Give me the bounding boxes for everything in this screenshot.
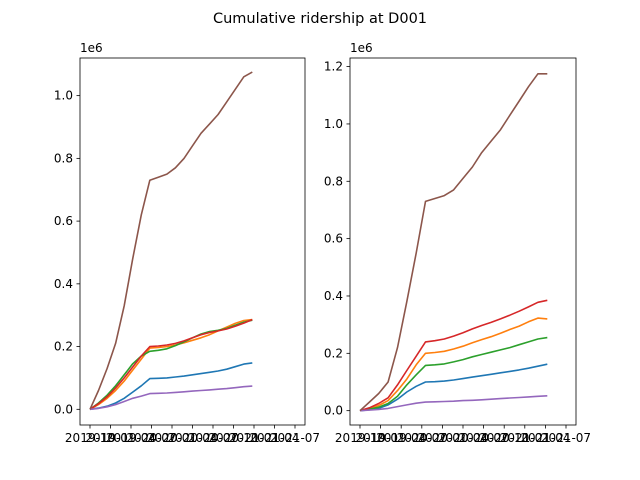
y-tick-label: 0.0	[54, 402, 73, 416]
subplot-1: 0.0 0.2 0.4 0.6 0.8 1.0 1e6 2019-102019-012019-…	[54, 41, 320, 445]
x-tick-label: 2019-01	[85, 431, 135, 445]
x-tick-label: 2021-04	[249, 431, 299, 445]
y-offset-label: 1e6	[350, 41, 373, 55]
series-line-5	[89, 385, 253, 411]
x-tick-label: 2020-01	[147, 431, 197, 445]
subplot-2: 0.00.20.40.60.81.01.21e62019-102019-0120…	[324, 41, 591, 445]
series-line-4	[359, 299, 548, 412]
y-tick-label: 0.2	[324, 346, 343, 360]
series-line-5	[359, 395, 548, 412]
x-tick-label: 2021-07	[541, 431, 591, 445]
x-tick-label: 2020-07	[126, 431, 176, 445]
series-line-3	[359, 336, 548, 412]
x-tick-label: 2020-04	[438, 431, 488, 445]
series-line-2	[89, 318, 253, 411]
series-line-6	[89, 71, 253, 410]
y-tick-label: 1.0	[54, 89, 73, 103]
x-tick-label: 2020-10	[208, 431, 258, 445]
series-line-6	[359, 73, 548, 412]
y-tick-label: 0.4	[324, 289, 343, 303]
y-tick-label: 0.8	[54, 151, 73, 165]
y-tick-label: 0.2	[54, 340, 73, 354]
x-tick-label: 2020-10	[479, 431, 529, 445]
x-tick-label: 2019-04	[106, 431, 156, 445]
series-line-1	[89, 362, 253, 411]
x-tick-label: 2020-04	[167, 431, 217, 445]
x-tick-label: 2021-07	[270, 431, 320, 445]
x-tick-label: 2020-07	[397, 431, 447, 445]
y-tick-label: 1.2	[324, 60, 343, 74]
y-tick-label: 1.0	[324, 117, 343, 131]
x-tick-label: 2019-10	[65, 431, 115, 445]
x-tick-label: 2020-07	[459, 431, 509, 445]
x-tick-label: 2020-07	[188, 431, 238, 445]
y-tick-label: 0.8	[324, 174, 343, 188]
figure-title: Cumulative ridership at D001	[213, 11, 427, 27]
y-tick-label: 0.6	[324, 232, 343, 246]
y-offset-label: 1e6	[80, 41, 103, 55]
series-line-2	[359, 317, 548, 412]
x-tick-label: 2020-01	[417, 431, 467, 445]
x-tick-label: 2021-04	[520, 431, 570, 445]
x-tick-label: 2019-10	[335, 431, 385, 445]
series-line-1	[359, 363, 548, 412]
series-line-4	[89, 318, 253, 410]
y-tick-label: 0.0	[324, 404, 343, 418]
x-tick-label: 2019-04	[376, 431, 426, 445]
x-tick-label: 2021-01	[500, 431, 550, 445]
x-tick-label: 2021-01	[229, 431, 279, 445]
x-tick-label: 2019-01	[356, 431, 406, 445]
y-tick-label: 0.6	[54, 214, 73, 228]
y-tick-label: 0.4	[54, 277, 73, 291]
plots-group: 0.00.20.40.60.81.01e62019-102019-012019-…	[54, 41, 591, 445]
